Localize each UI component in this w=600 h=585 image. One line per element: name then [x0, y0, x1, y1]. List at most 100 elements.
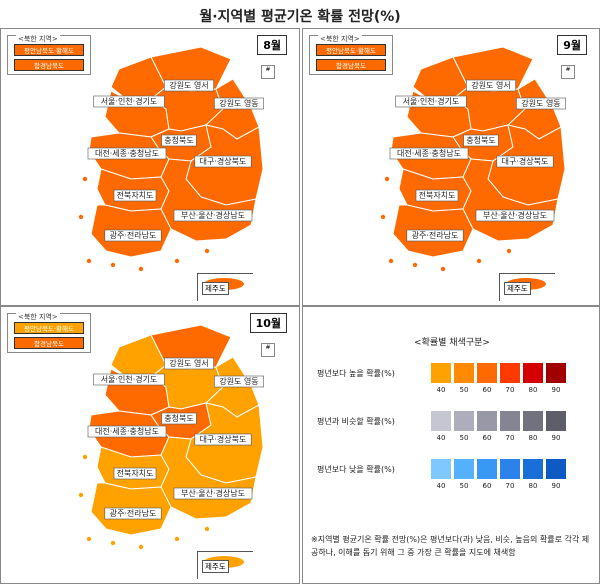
island-dot: [174, 258, 180, 264]
region-label-daegu_gyeongbuk: 대구·경상북도: [194, 433, 252, 446]
svg-text:서울·인천·경기도: 서울·인천·경기도: [101, 374, 158, 384]
legend-row-label: 평년보다 낮을 확률(%): [317, 465, 395, 474]
island-dot: [78, 492, 84, 498]
island-dot: [440, 266, 446, 272]
map-panel-2: 강원도 영서 서울·인천·경기도 강원도 영동 충청북도 대전·세종·충청남도 대구·경상…: [302, 28, 600, 306]
svg-text:광주·전라남도: 광주·전라남도: [110, 230, 157, 240]
svg-text:강원도 영서: 강원도 영서: [169, 358, 208, 368]
jeju-inset: 제주도: [499, 273, 555, 301]
legend-tick: 40: [436, 386, 446, 394]
jeju-inset: 제주도: [197, 551, 253, 579]
legend-tick: 60: [482, 482, 492, 490]
month-label: 10월: [249, 313, 287, 333]
svg-text:강원도 영서: 강원도 영서: [169, 80, 208, 90]
legend-row-label: 평년보다 높을 확률(%): [317, 369, 395, 378]
svg-text:강원도 영동: 강원도 영동: [219, 98, 258, 108]
legend-swatch: [431, 459, 451, 479]
region-label-gwangju_jeonnam: 광주·전라남도: [104, 507, 162, 520]
legend-swatch: [454, 363, 474, 383]
svg-text:부산·울산·경상남도: 부산·울산·경상남도: [181, 210, 245, 220]
island-dot: [82, 454, 88, 460]
region-label-jeonbuk: 전북자치도: [415, 189, 459, 202]
legend-swatch: [500, 363, 520, 383]
region-label-busan_ulsan_gyeongnam: 부산·울산·경상남도: [173, 487, 253, 500]
island-dot: [110, 540, 116, 546]
island-dot: [174, 536, 180, 542]
svg-text:충청북도: 충청북도: [164, 414, 193, 423]
legend-swatch: [477, 363, 497, 383]
legend-tick: 40: [436, 482, 446, 490]
page-title: 월·지역별 평균기온 확률 전망(%): [199, 9, 401, 25]
region-label-daegu_gyeongbuk: 대구·경상북도: [194, 155, 252, 168]
legend-swatch: [431, 411, 451, 431]
jeju-inset: 제주도: [197, 273, 253, 301]
legend-swatch: [546, 363, 566, 383]
region-label-daejeon_sejong_chungnam: 대전·세종·충청남도: [87, 147, 167, 160]
legend-tick: 60: [482, 434, 492, 442]
region-label-busan_ulsan_gyeongnam: 부산·울산·경상남도: [475, 209, 555, 222]
region-label-chungbuk: 충청북도: [463, 134, 499, 147]
island-dot: [138, 544, 144, 550]
region-label-gwangju_jeonnam: 광주·전라남도: [104, 229, 162, 242]
region-label-jeonbuk: 전북자치도: [113, 189, 157, 202]
svg-text:강원도 영동: 강원도 영동: [521, 98, 560, 108]
north-korea-label: <북한 지역>: [16, 34, 60, 44]
island-dot: [86, 536, 92, 542]
region-label-gwangju_jeonnam: 광주·전라남도: [406, 229, 464, 242]
north-korea-box: <북한 지역> 평안남북도·황해도 함경남북도: [309, 34, 393, 75]
region-label-daejeon_sejong_chungnam: 대전·세종·충청남도: [87, 425, 167, 438]
region-label-jeonbuk: 전북자치도: [113, 467, 157, 480]
island-dot: [388, 258, 394, 264]
legend-tick: 40: [436, 434, 446, 442]
legend-tick: 80: [528, 434, 538, 442]
island-dot: [412, 262, 418, 268]
island-dot: [476, 258, 482, 264]
island-dot: [82, 176, 88, 182]
north-korea-region: 함경남북도: [14, 337, 84, 349]
island-dot: [204, 248, 210, 254]
svg-text:대전·세종·충청남도: 대전·세종·충청남도: [95, 148, 159, 158]
svg-text:전북자치도: 전북자치도: [117, 468, 154, 478]
legend-tick: 60: [482, 386, 492, 394]
legend-tick: 50: [459, 386, 469, 394]
region-label-chungbuk: 충청북도: [161, 134, 197, 147]
island-dot: [138, 266, 144, 272]
svg-text:전북자치도: 전북자치도: [117, 190, 154, 200]
ulleungdo-inset: #: [261, 343, 275, 357]
legend-tick: 50: [459, 482, 469, 490]
legend-note: ※지역별 평균기온 확률 전망(%)은 평년보다(과) 낮음, 비슷, 높음의 …: [311, 535, 590, 557]
legend-tick: 90: [551, 482, 561, 490]
region-label-seoul_incheon_gyeonggi: 서울·인천·경기도: [93, 373, 165, 386]
svg-text:강원도 영동: 강원도 영동: [219, 376, 258, 386]
legend-swatch: [431, 363, 451, 383]
legend-swatch: [523, 363, 543, 383]
legend-tick: 70: [505, 434, 515, 442]
legend-panel: <확률별 채색구분> 평년보다 높을 확률(%) 40 50 60 70 80 90 평년과 …: [302, 306, 600, 584]
north-korea-box: <북한 지역> 평안남북도·황해도 함경남북도: [7, 312, 91, 353]
legend-row-label: 평년과 비슷할 확률(%): [317, 417, 395, 426]
svg-text:전북자치도: 전북자치도: [419, 190, 456, 200]
north-korea-label: <북한 지역>: [16, 312, 60, 322]
north-korea-label: <북한 지역>: [318, 34, 362, 44]
region-label-seoul_incheon_gyeonggi: 서울·인천·경기도: [395, 95, 467, 108]
north-korea-region: 함경남북도: [14, 59, 84, 71]
legend-swatch: [477, 459, 497, 479]
svg-text:서울·인천·경기도: 서울·인천·경기도: [403, 96, 460, 106]
month-label: 8월: [257, 35, 287, 55]
svg-text:대전·세종·충청남도: 대전·세종·충청남도: [397, 148, 461, 158]
ulleungdo-inset: #: [261, 65, 275, 79]
ulleungdo-inset: #: [561, 65, 575, 79]
legend-tick: 90: [551, 386, 561, 394]
svg-text:대구·경상북도: 대구·경상북도: [200, 156, 247, 166]
legend-tick: 70: [505, 386, 515, 394]
legend-title: <확률별 채색구분>: [414, 338, 490, 348]
svg-text:충청북도: 충청북도: [466, 136, 495, 145]
north-korea-region: 평안남북도·황해도: [316, 44, 386, 56]
region-label-gangwon_yeongdong: 강원도 영동: [214, 97, 264, 110]
region-label-gangwon_yeongdong: 강원도 영동: [214, 375, 264, 388]
legend-tick: 50: [459, 434, 469, 442]
island-dot: [384, 176, 390, 182]
svg-text:서울·인천·경기도: 서울·인천·경기도: [101, 96, 158, 106]
jeju-label: 제주도: [202, 560, 229, 573]
